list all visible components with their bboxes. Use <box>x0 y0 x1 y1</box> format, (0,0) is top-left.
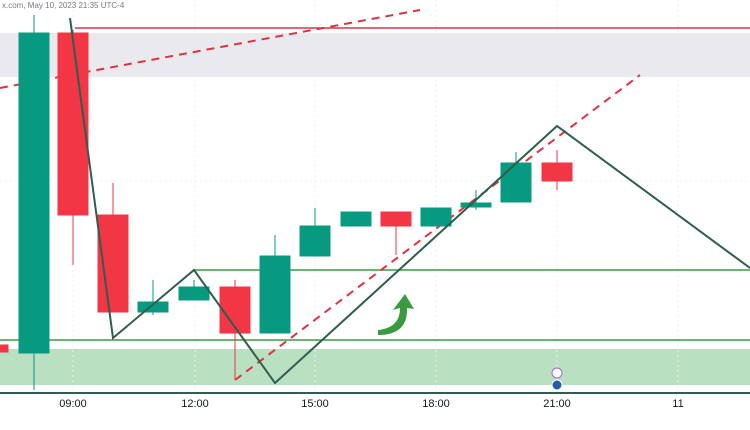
event-icon <box>551 379 563 391</box>
resistance-zone <box>0 33 750 77</box>
event-icon <box>551 367 563 379</box>
time-label: 21:00 <box>543 398 571 410</box>
arrow-icon <box>378 294 414 335</box>
time-label: 18:00 <box>422 398 450 410</box>
grid <box>0 0 750 393</box>
pattern-path <box>69 17 750 385</box>
time-label: 15:00 <box>301 398 329 410</box>
time-label: 11 <box>672 398 683 410</box>
trend-line <box>234 74 641 381</box>
time-label: 12:00 <box>181 398 209 410</box>
support-zone <box>0 349 750 385</box>
time-label: 09:00 <box>59 398 87 410</box>
watermark: x.com, May 10, 2023 21:35 UTC-4 <box>2 1 125 10</box>
